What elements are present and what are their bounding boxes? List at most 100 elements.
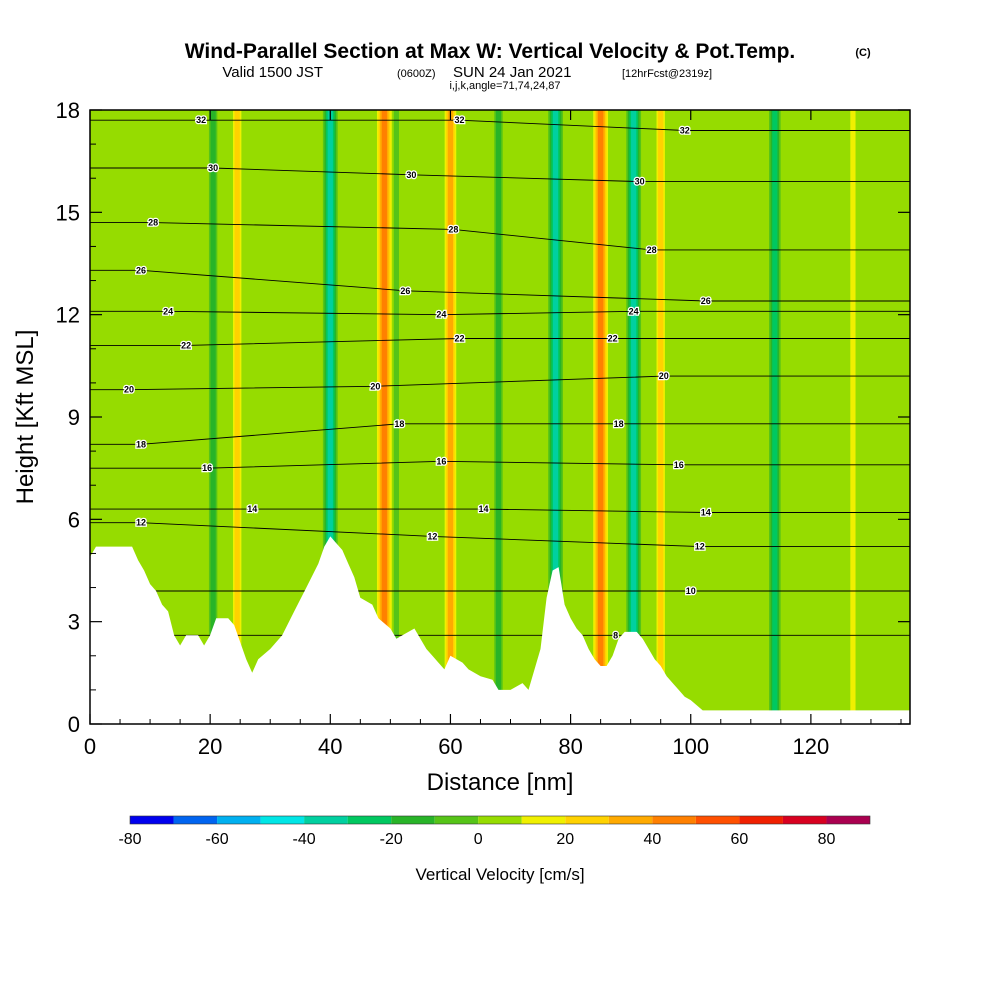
theta-contour-18: [90, 423, 910, 445]
velocity-band-4: [393, 110, 399, 724]
theta-contour-12: [90, 522, 910, 548]
colorbar-segment-9: [521, 816, 566, 824]
y-axis-ticks: 0 3 6 9 12 15 18: [56, 98, 910, 737]
contour-label-32-0: 32: [196, 115, 206, 125]
copyright-mark: (C): [855, 47, 871, 59]
colorbar-tick-7: 60: [731, 831, 749, 848]
x-tick-label-6: 120: [793, 734, 830, 759]
velocity-band-9: [631, 110, 637, 724]
contour-label-22-1: 22: [454, 334, 464, 344]
colorbar-segment-1: [173, 816, 218, 824]
contour-label-22-0: 22: [181, 340, 191, 350]
x-tick-label-0: 0: [84, 734, 96, 759]
contour-label-16-1: 16: [436, 456, 446, 466]
colorbar-segment-2: [217, 816, 261, 824]
colorbar-tick-5: 20: [556, 831, 574, 848]
contour-label-28-1: 28: [448, 224, 458, 234]
colorbar-segment-16: [826, 816, 870, 824]
contour-label-10-0: 10: [686, 586, 696, 596]
colorbar-tick-3: -20: [380, 831, 403, 848]
colorbar-segment-15: [782, 816, 827, 824]
x-tick-label-3: 60: [438, 734, 462, 759]
contour-label-32-1: 32: [454, 115, 464, 125]
contour-label-8-0: 8: [613, 630, 618, 640]
contour-label-18-0: 18: [136, 439, 146, 449]
forecast-info: [12hrFcst@2319z]: [622, 68, 712, 80]
theta-contour-24: [90, 310, 910, 316]
velocity-band-5: [447, 110, 454, 724]
theta-contour-16: [90, 460, 910, 469]
y-tick-label-1: 3: [68, 610, 80, 635]
colorbar-segment-0: [130, 816, 174, 824]
velocity-band-6: [495, 110, 502, 724]
theta-contour-30: [90, 167, 910, 183]
x-tick-label-5: 100: [672, 734, 709, 759]
colorbar-segment-5: [347, 816, 392, 824]
velocity-band-11: [772, 110, 778, 724]
velocity-band-1: [234, 110, 240, 724]
colorbar-segment-11: [608, 816, 653, 824]
velocity-band-0: [210, 110, 216, 724]
theta-contour-28: [90, 222, 910, 251]
contour-label-12-1: 12: [427, 531, 437, 541]
contour-label-24-0: 24: [163, 306, 173, 316]
y-tick-label-5: 15: [56, 200, 80, 225]
theta-contour-20: [90, 375, 910, 391]
contour-label-22-2: 22: [608, 334, 618, 344]
velocity-field: [208, 110, 858, 724]
contour-label-16-2: 16: [674, 460, 684, 470]
velocity-band-12: [850, 110, 856, 724]
contour-label-24-1: 24: [436, 310, 446, 320]
contour-label-30-1: 30: [406, 170, 416, 180]
terrain: [90, 536, 910, 724]
contour-label-26-0: 26: [136, 265, 146, 275]
contour-label-14-1: 14: [478, 504, 488, 514]
contour-label-14-2: 14: [701, 508, 711, 518]
x-axis-ticks: 0 20 40 60 80 100 120: [84, 110, 902, 759]
colorbar-tick-8: 80: [818, 831, 836, 848]
colorbar-tick-0: -80: [118, 831, 141, 848]
y-axis-label: Height [Kft MSL]: [12, 330, 39, 505]
contour-label-26-2: 26: [701, 296, 711, 306]
chart-title: Wind-Parallel Section at Max W: Vertical…: [185, 40, 796, 63]
colorbar-frame: [129, 815, 871, 825]
colorbar: -80 -60 -40 -20 0 20 40 60 80: [118, 815, 871, 848]
x-axis-label: Distance [nm]: [427, 769, 574, 796]
x-tick-label-2: 40: [318, 734, 342, 759]
colorbar-segment-3: [260, 816, 305, 824]
contour-label-28-0: 28: [148, 218, 158, 228]
valid-date: SUN 24 Jan 2021: [453, 64, 571, 81]
theta-contour-14: [90, 508, 910, 513]
contour-label-18-2: 18: [614, 419, 624, 429]
colorbar-segment-13: [695, 816, 740, 824]
theta-contour-22: [90, 338, 910, 346]
velocity-band-2: [327, 110, 333, 724]
velocity-band-3: [381, 110, 387, 724]
colorbar-tick-6: 40: [643, 831, 661, 848]
contour-label-30-2: 30: [635, 177, 645, 187]
contour-label-20-1: 20: [370, 381, 380, 391]
valid-utc: (0600Z): [397, 68, 436, 80]
colorbar-tick-4: 0: [474, 831, 483, 848]
contour-label-26-1: 26: [400, 286, 410, 296]
x-tick-label-1: 20: [198, 734, 222, 759]
y-tick-label-0: 0: [68, 712, 80, 737]
y-tick-label-4: 12: [56, 303, 80, 328]
colorbar-segment-6: [391, 816, 435, 824]
contour-label-12-2: 12: [695, 542, 705, 552]
contour-labels: 32 32 32 30 30 30 28 28 28 26 26 26 24 24 24 22 22 22 20 20…: [123, 114, 712, 642]
contour-label-18-1: 18: [394, 419, 404, 429]
y-tick-label-6: 18: [56, 98, 80, 123]
contour-label-28-2: 28: [647, 245, 657, 255]
valid-time: Valid 1500 JST: [222, 64, 323, 81]
colorbar-segment-8: [478, 816, 522, 824]
theta-contour-26: [90, 269, 910, 302]
colorbar-tick-2: -40: [293, 831, 316, 848]
colorbar-segment-12: [652, 816, 696, 824]
y-tick-label-3: 9: [68, 405, 80, 430]
contour-label-20-0: 20: [124, 385, 134, 395]
theta-contour-32: [90, 119, 910, 131]
colorbar-segment-10: [565, 816, 609, 824]
colorbar-label: Vertical Velocity [cm/s]: [415, 865, 584, 884]
